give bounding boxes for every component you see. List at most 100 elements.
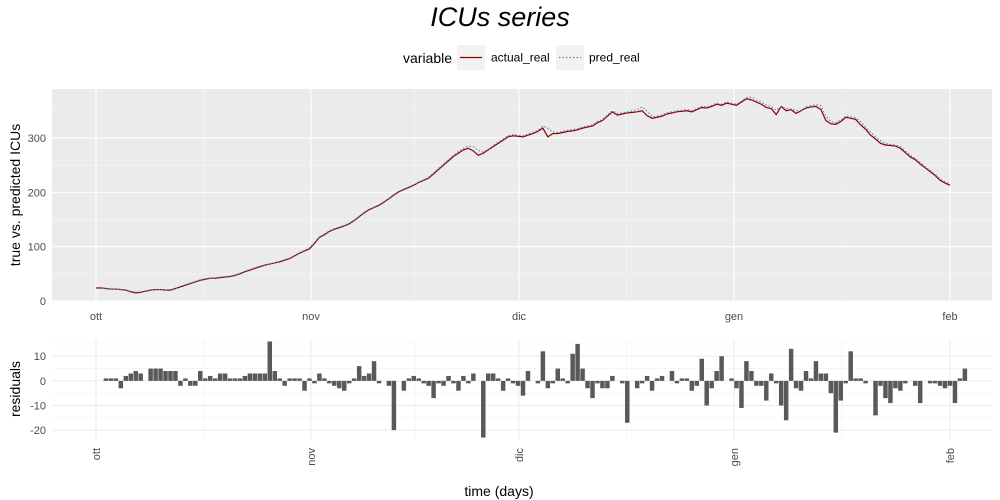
residual-bar xyxy=(937,380,943,386)
bottom-x-tick-label: nov xyxy=(306,448,318,466)
residual-bar xyxy=(337,380,342,389)
residual-bar xyxy=(863,380,868,384)
residual-bar xyxy=(431,380,436,399)
residual-bar xyxy=(391,380,397,431)
residual-bar xyxy=(371,361,377,381)
residual-bar xyxy=(525,371,531,381)
residual-bar xyxy=(103,378,109,381)
residual-bar xyxy=(346,380,352,384)
residual-bar xyxy=(848,351,853,381)
residual-bar xyxy=(332,380,337,386)
residual-bar xyxy=(515,380,521,386)
residual-bar xyxy=(481,380,486,438)
residual-bar xyxy=(550,380,556,384)
residual-bar xyxy=(351,378,357,381)
residual-bar xyxy=(133,371,138,381)
residual-bar xyxy=(699,358,704,381)
residual-bar xyxy=(947,380,953,386)
residual-bar xyxy=(783,380,789,421)
residual-bar xyxy=(654,378,660,381)
residual-bar xyxy=(833,380,839,433)
residual-bar xyxy=(793,380,799,389)
residual-bar xyxy=(138,373,143,381)
residual-bar xyxy=(247,373,253,381)
residual-bar xyxy=(307,378,312,381)
residual-bar xyxy=(610,375,615,381)
residual-bar xyxy=(803,371,809,381)
residual-bar xyxy=(411,375,416,381)
residual-bar xyxy=(217,373,223,381)
residual-bar xyxy=(798,380,804,391)
top-panel: 0 100 200 300 ott nov dic gen feb xyxy=(28,89,992,323)
residual-bar xyxy=(575,343,580,381)
residual-bar xyxy=(595,380,600,384)
bottom-x-tick-label: gen xyxy=(729,448,741,466)
residual-bar xyxy=(555,368,560,381)
residual-bar xyxy=(327,380,332,384)
residual-bar xyxy=(942,380,948,389)
residual-bar xyxy=(818,373,824,381)
residual-bar xyxy=(490,373,496,381)
residual-bar xyxy=(495,378,501,381)
residual-bar xyxy=(570,353,575,381)
residual-bar xyxy=(406,378,412,381)
residual-bar xyxy=(361,375,367,381)
bottom-y-tick-label: -10 xyxy=(30,401,46,413)
residual-bar xyxy=(153,368,158,381)
top-x-tick-label: gen xyxy=(725,311,743,323)
residual-bar xyxy=(118,380,124,389)
residual-bar xyxy=(376,380,382,384)
residual-bar xyxy=(207,375,213,381)
bottom-x-tick-label: ott xyxy=(91,448,103,460)
residual-bar xyxy=(893,380,898,389)
residual-bar xyxy=(282,380,287,386)
residual-bar xyxy=(456,380,461,391)
residual-bar xyxy=(823,373,829,381)
bottom-y-axis-title: residuals xyxy=(7,361,23,417)
legend: variable actual_real pred_real xyxy=(403,45,640,70)
residual-bar xyxy=(342,380,347,391)
residual-bar xyxy=(694,380,700,386)
residual-bar xyxy=(178,380,183,386)
residual-bar xyxy=(560,378,565,381)
top-y-axis-title: true vs. predicted ICUs xyxy=(7,124,23,266)
residual-bar xyxy=(788,348,794,381)
residual-bar xyxy=(505,378,511,381)
residual-bar xyxy=(426,380,431,386)
bottom-x-tick-label: dic xyxy=(514,448,526,463)
residual-bar xyxy=(649,380,655,391)
residual-bar xyxy=(232,378,238,381)
residual-bar xyxy=(242,375,248,381)
residual-bar xyxy=(634,380,640,389)
residual-bar xyxy=(620,380,625,384)
residual-bar xyxy=(123,375,129,381)
residual-bar xyxy=(173,371,178,381)
residual-bar xyxy=(843,380,848,384)
top-y-tick-label: 200 xyxy=(28,187,46,199)
residual-bar xyxy=(917,380,923,404)
residual-bar xyxy=(461,375,466,381)
residual-bar xyxy=(927,380,933,384)
residual-bar xyxy=(714,371,719,381)
residual-bar xyxy=(769,373,774,381)
residual-bar xyxy=(500,380,506,391)
residual-bar xyxy=(108,378,114,381)
residual-bar xyxy=(540,351,546,381)
residual-bar xyxy=(252,373,258,381)
bottom-panel: -20 -10 0 10 ott nov dic gen feb xyxy=(30,339,992,466)
residual-bar xyxy=(952,380,958,404)
residual-bar xyxy=(416,378,421,381)
residual-bar xyxy=(148,368,153,381)
residual-bar xyxy=(421,380,426,384)
top-y-tick-label: 0 xyxy=(40,296,46,308)
residual-bar xyxy=(878,380,883,386)
residual-bar xyxy=(853,378,858,381)
residual-bar xyxy=(808,378,814,381)
residual-bar xyxy=(287,378,292,381)
residual-bar xyxy=(183,378,188,381)
residual-bar xyxy=(932,380,938,384)
residual-bar xyxy=(317,373,322,381)
top-x-tick-label: dic xyxy=(512,311,527,323)
residual-bar xyxy=(744,361,749,381)
